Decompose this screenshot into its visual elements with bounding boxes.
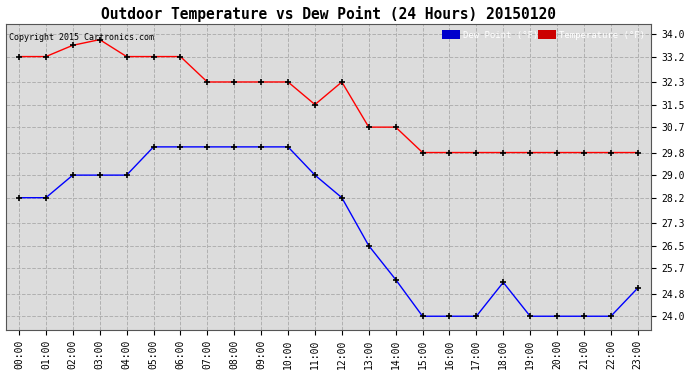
Legend: Dew Point (°F), Temperature (°F): Dew Point (°F), Temperature (°F) bbox=[440, 28, 647, 42]
Text: Copyright 2015 Cartronics.com: Copyright 2015 Cartronics.com bbox=[9, 33, 154, 42]
Title: Outdoor Temperature vs Dew Point (24 Hours) 20150120: Outdoor Temperature vs Dew Point (24 Hou… bbox=[101, 6, 556, 21]
